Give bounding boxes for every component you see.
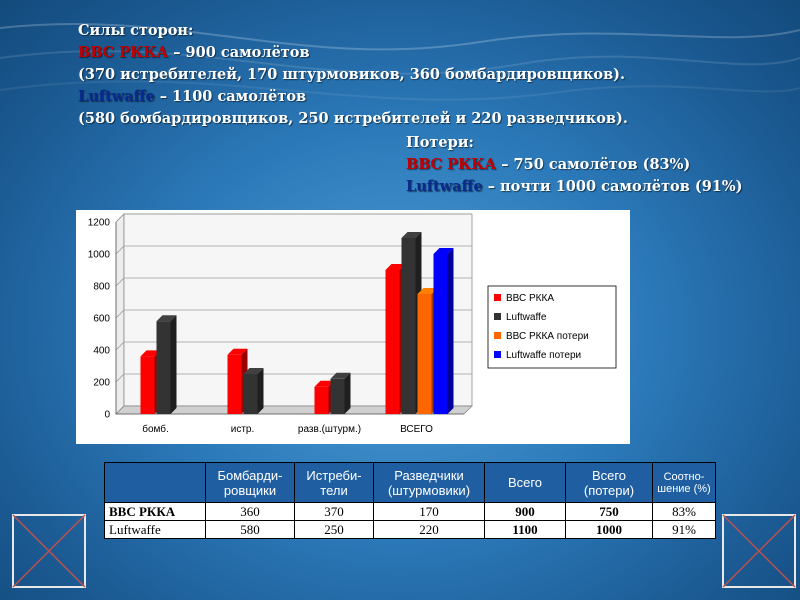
x-tick-label: разв.(штурм.) [298,424,361,435]
table-header-row: Бомбарди-ровщики Истреби-тели Разведчики… [104,462,716,503]
bar [227,354,242,414]
table-header-total: Всего [484,462,566,503]
bar [385,270,400,414]
prev-slide-button[interactable] [12,514,86,588]
cell-losses: 750 [565,502,653,521]
cell-total: 1100 [484,520,566,539]
lw-label: Luftwaffe [78,88,155,105]
row-label: ВВС РККА [104,502,206,521]
gridline [115,213,472,223]
y-tick-label: 600 [93,314,110,325]
bar-top [330,372,351,379]
bar-side [447,248,454,414]
losses-heading: Потери: [406,134,474,151]
losses-lw-line: Luftwaffe – почти 1000 самолётов (91%) [406,176,743,198]
bar [417,294,432,414]
legend-label: ВВС РККА потери [506,331,589,342]
bar [243,374,258,414]
lw-total: – 1100 самолётов [154,88,307,105]
bar-chart: 0 200 400 600 800 1000 1200 бомб. истр. разв.(шту… [76,210,630,444]
bar [314,386,329,414]
ru-total: – 900 самолётов [168,44,310,61]
gridline [115,245,472,255]
stats-table: Бомбарди-ровщики Истреби-тели Разведчики… [104,462,716,539]
y-tick-label: 0 [104,410,110,421]
table-header-recon: Разведчики (штурмовики) [373,462,485,503]
cell-ratio: 83% [652,502,716,521]
bar-top [401,232,422,238]
y-tick-label: 1200 [88,218,111,229]
bar-top [433,248,454,254]
bar-top [156,315,177,322]
y-tick-label: 400 [93,346,110,357]
y-tick-label: 1000 [88,250,111,261]
cell-fighters: 250 [294,520,374,539]
forces-text: Силы сторон: ВВС РККА – 900 самолётов (3… [78,20,628,130]
legend-swatch [494,313,501,320]
y-tick-label: 800 [93,282,110,293]
gridline [115,373,472,383]
row-label: Luftwaffe [104,520,206,539]
bar-side [257,368,264,414]
bar [156,321,171,414]
x-tick-label: истр. [231,424,255,435]
cell-bombers: 360 [205,502,295,521]
bar-top [314,380,335,387]
cell-losses: 1000 [565,520,653,539]
legend-box [487,285,617,369]
legend-swatch [494,332,501,339]
next-slide-icon [722,514,796,588]
chart-canvas: 0 200 400 600 800 1000 1200 бомб. истр. разв.(шту… [88,213,617,435]
losses-ru-text: – 750 самолётов (83%) [496,156,691,173]
losses-ru-label: ВВС РККА [406,156,497,173]
forces-heading: Силы сторон: [78,22,194,39]
bar-side [170,315,177,414]
cell-recon: 170 [373,502,485,521]
table-header-ratio: Соотно-шение (%) [652,462,716,503]
cell-bombers: 580 [205,520,295,539]
losses-lw-label: Luftwaffe [406,178,483,195]
losses-text: Потери: ВВС РККА – 750 самолётов (83%) L… [406,132,743,198]
bar-top [417,288,438,294]
forces-ru-detail: (370 истребителей, 170 штурмовиков, 360 … [78,66,626,83]
gridline [115,341,472,351]
losses-ru-line: ВВС РККА – 750 самолётов (83%) [406,154,743,176]
forces-lw-line: Luftwaffe – 1100 самолётов [78,86,628,108]
table-header-fighters: Истреби-тели [294,462,374,503]
x-tick-label: ВСЕГО [400,424,433,435]
bar-top [227,348,248,355]
forces-ru-line: ВВС РККА – 900 самолётов [78,42,628,64]
table-row: ВВС РККА 360 370 170 900 750 83% [104,502,716,521]
bar-side [344,372,351,414]
cell-recon: 220 [373,520,485,539]
legend-label: Luftwaffe потери [506,350,581,361]
x-tick-label: бомб. [142,423,169,435]
legend-swatch [494,351,501,358]
table-header-bombers: Бомбарди-ровщики [205,462,295,503]
prev-slide-icon [12,514,86,588]
table-header-losses: Всего (потери) [565,462,653,503]
bar-top [140,350,161,357]
bar [330,378,345,414]
bar-top [385,264,406,270]
cell-fighters: 370 [294,502,374,521]
y-tick-label: 200 [93,378,110,389]
next-slide-button[interactable] [722,514,796,588]
bar [433,254,448,414]
bar [401,238,416,414]
cell-total: 900 [484,502,566,521]
gridline [115,277,472,287]
bar [140,356,155,414]
legend-label: ВВС РККА [506,293,554,304]
legend-label: Luftwaffe [506,312,547,323]
ru-label: ВВС РККА [78,44,169,61]
gridline [115,309,472,319]
legend-swatch [494,294,501,301]
table-header-empty [104,462,206,503]
bar-top [243,368,264,374]
forces-lw-detail: (580 бомбардировщиков, 250 истребителей … [78,110,628,127]
losses-lw-text: – почти 1000 самолётов (91%) [482,178,743,195]
cell-ratio: 91% [652,520,716,539]
table-row: Luftwaffe 580 250 220 1100 1000 91% [104,520,716,539]
